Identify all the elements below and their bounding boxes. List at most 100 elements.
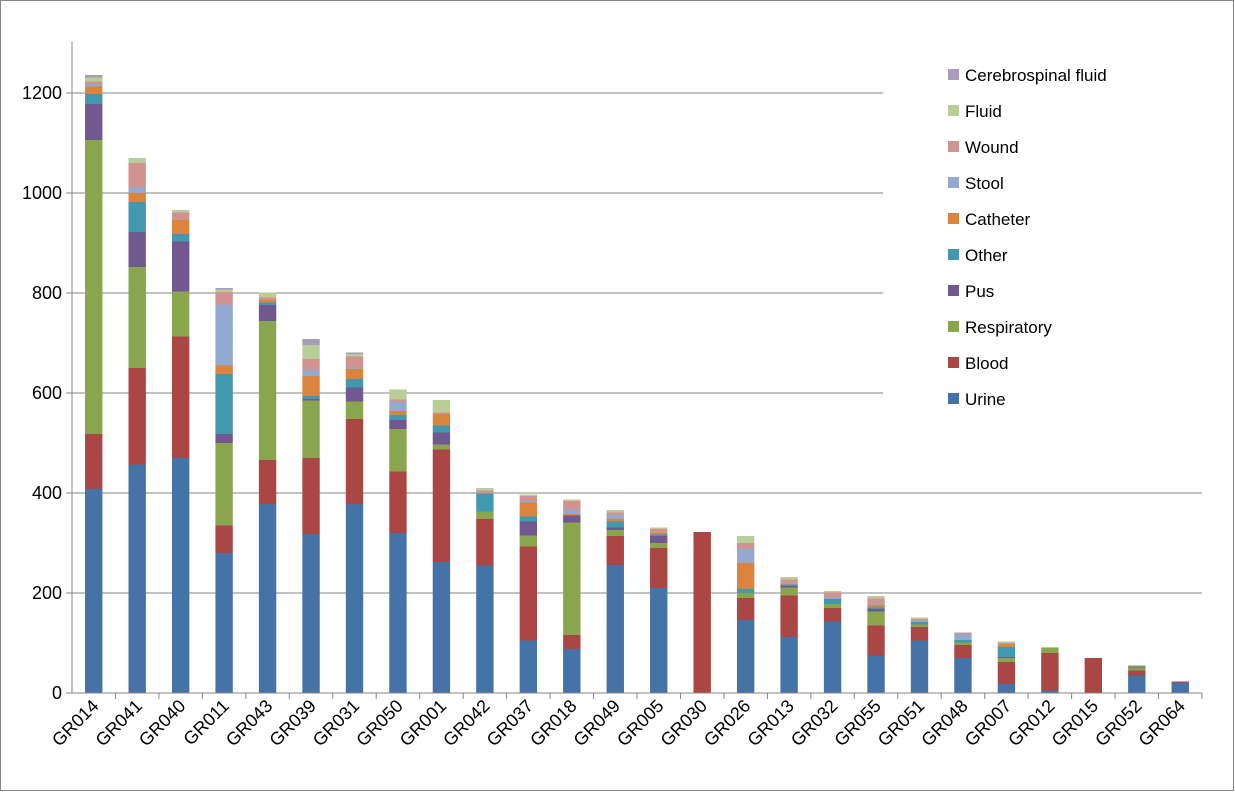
y-tick-label: 400 bbox=[32, 483, 62, 503]
bar-segment-GR050-fluid bbox=[389, 389, 407, 400]
bar-segment-GR005-catheter bbox=[650, 533, 668, 535]
bar-segment-GR055-other bbox=[867, 607, 885, 609]
bar-segment-GR001-blood bbox=[432, 449, 451, 562]
bar-segment-GR041-catheter bbox=[128, 193, 146, 202]
bar-segment-GR051-blood bbox=[910, 627, 929, 641]
bar-segment-GR039-urine bbox=[302, 534, 320, 693]
legend-swatch bbox=[948, 141, 959, 152]
bar-segment-GR011-fluid bbox=[215, 289, 233, 292]
bar-segment-GR037-urine bbox=[519, 640, 538, 693]
bar-segment-GR032-blood bbox=[823, 608, 842, 622]
bar-segment-GR014-cerebrospinal-fluid bbox=[85, 75, 103, 78]
legend-label: Fluid bbox=[965, 102, 1002, 121]
bar-segment-GR014-respiratory bbox=[85, 140, 103, 434]
bar-segment-GR031-urine bbox=[345, 504, 364, 693]
bar-segment-GR001-catheter bbox=[432, 414, 451, 426]
bar-segment-GR015-blood bbox=[1084, 658, 1103, 693]
bar-segment-GR014-catheter bbox=[85, 86, 103, 94]
bar-segment-GR031-fluid bbox=[345, 354, 364, 357]
bar-segment-GR001-fluid bbox=[432, 400, 451, 413]
bar-segment-GR031-wound bbox=[345, 356, 364, 368]
bar-segment-GR050-urine bbox=[389, 533, 407, 693]
bar-segment-GR005-urine bbox=[650, 588, 668, 693]
bar-segment-GR018-urine bbox=[563, 649, 581, 693]
bar-segment-GR064-urine bbox=[1171, 683, 1189, 693]
bar-segment-GR026-wound bbox=[736, 543, 755, 549]
bar-segment-GR014-stool bbox=[85, 84, 103, 87]
bar-segment-GR052-urine bbox=[1128, 675, 1146, 693]
legend-label: Wound bbox=[965, 138, 1019, 157]
legend-label: Catheter bbox=[965, 210, 1031, 229]
bar-segment-GR051-fluid bbox=[910, 617, 929, 619]
bar-segment-GR043-wound bbox=[258, 297, 277, 300]
bars bbox=[85, 75, 1189, 693]
bar-segment-GR039-pus bbox=[302, 399, 320, 401]
bar-segment-GR043-other bbox=[258, 302, 277, 305]
bar-segment-GR037-catheter bbox=[519, 502, 538, 517]
bar-segment-GR007-pus bbox=[997, 657, 1016, 658]
bar-segment-GR040-pus bbox=[171, 241, 190, 292]
bar-segment-GR039-respiratory bbox=[302, 400, 320, 458]
bar-segment-GR001-pus bbox=[432, 432, 451, 445]
bar-segment-GR055-blood bbox=[867, 625, 885, 656]
bar-segment-GR040-catheter bbox=[171, 220, 190, 234]
legend-label: Cerebrospinal fluid bbox=[965, 66, 1107, 85]
bar-segment-GR026-catheter bbox=[736, 563, 755, 589]
bar-segment-GR048-respiratory bbox=[954, 642, 972, 645]
bar-segment-GR055-wound bbox=[867, 598, 885, 604]
bar-segment-GR032-wound bbox=[823, 592, 842, 598]
bar-segment-GR031-stool bbox=[345, 367, 364, 369]
bar-segment-GR040-fluid bbox=[171, 210, 190, 213]
bar-segment-GR005-pus bbox=[650, 536, 668, 543]
y-tick-label: 1000 bbox=[22, 183, 62, 203]
legend-swatch bbox=[948, 393, 959, 404]
bar-segment-GR039-fluid bbox=[302, 345, 320, 359]
bar-segment-GR014-wound bbox=[85, 81, 103, 84]
bar-segment-GR049-wound bbox=[606, 512, 624, 515]
bar-segment-GR011-pus bbox=[215, 434, 233, 443]
bar-segment-GR011-blood bbox=[215, 525, 233, 553]
bar-segment-GR032-respiratory bbox=[823, 604, 842, 608]
legend-swatch bbox=[948, 357, 959, 368]
bar-segment-GR014-urine bbox=[85, 489, 103, 693]
bar-segment-GR048-blood bbox=[954, 645, 972, 658]
bar-segment-GR012-respiratory bbox=[1041, 648, 1059, 653]
bar-segment-GR040-other bbox=[171, 234, 190, 242]
bar-segment-GR049-urine bbox=[606, 565, 624, 693]
y-tick-label: 600 bbox=[32, 383, 62, 403]
bar-segment-GR007-urine bbox=[997, 684, 1016, 693]
legend-label: Respiratory bbox=[965, 318, 1052, 337]
bar-segment-GR043-blood bbox=[258, 460, 277, 504]
bar-segment-GR001-respiratory bbox=[432, 444, 451, 450]
bar-segment-GR040-urine bbox=[171, 458, 190, 693]
bar-segment-GR064-blood bbox=[1171, 681, 1189, 683]
bar-segment-GR048-wound bbox=[954, 632, 972, 634]
bar-segment-GR043-fluid bbox=[258, 292, 277, 298]
bar-segment-GR005-other bbox=[650, 534, 668, 536]
bar-segment-GR050-respiratory bbox=[389, 429, 407, 472]
bar-segment-GR049-respiratory bbox=[606, 530, 624, 536]
bar-segment-GR037-wound bbox=[519, 496, 538, 501]
bar-segment-GR013-respiratory bbox=[780, 587, 798, 596]
bar-segment-GR007-other bbox=[997, 647, 1016, 657]
bar-segment-GR012-urine bbox=[1041, 690, 1059, 693]
bar-segment-GR014-pus bbox=[85, 104, 103, 140]
bar-segment-GR005-fluid bbox=[650, 527, 668, 529]
bar-segment-GR011-cerebrospinal-fluid bbox=[215, 288, 233, 290]
bar-segment-GR018-respiratory bbox=[563, 522, 581, 635]
bar-segment-GR039-cerebrospinal-fluid bbox=[302, 339, 320, 345]
bar-segment-GR041-wound bbox=[128, 163, 146, 187]
bar-segment-GR043-catheter bbox=[258, 300, 277, 303]
legend: Cerebrospinal fluid Fluid Wound Stool Cathet… bbox=[883, 58, 1203, 424]
bar-segment-GR013-urine bbox=[780, 637, 798, 693]
bar-segment-GR040-wound bbox=[171, 212, 190, 220]
legend-swatch bbox=[948, 105, 959, 116]
legend-swatch bbox=[948, 69, 959, 80]
bar-segment-GR050-catheter bbox=[389, 411, 407, 415]
bar-segment-GR050-wound bbox=[389, 399, 407, 402]
legend-label: Stool bbox=[965, 174, 1004, 193]
bar-segment-GR049-other bbox=[606, 521, 624, 528]
bar-segment-GR043-respiratory bbox=[258, 321, 277, 460]
bar-segment-GR049-pus bbox=[606, 527, 624, 530]
legend-label: Pus bbox=[965, 282, 994, 301]
